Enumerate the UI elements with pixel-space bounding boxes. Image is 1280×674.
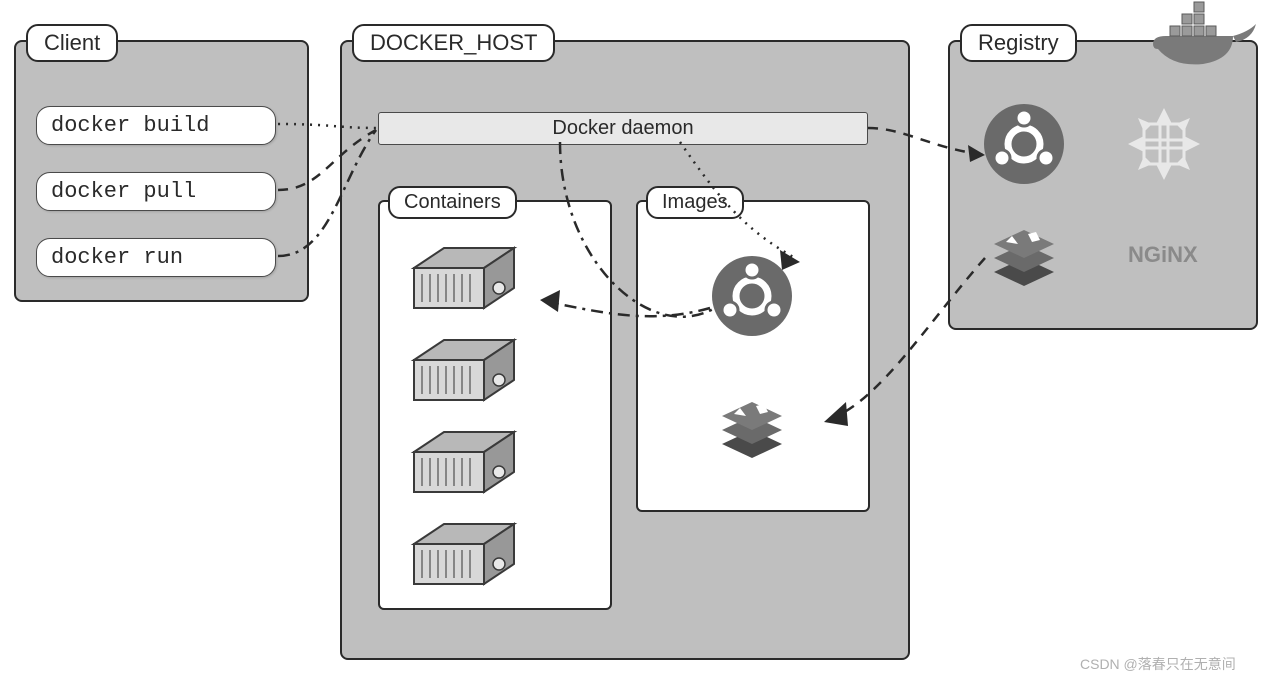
registry-label: Registry	[960, 24, 1077, 62]
client-label: Client	[26, 24, 118, 62]
docker-daemon-box: Docker daemon	[378, 112, 868, 145]
containers-panel: Containers	[378, 200, 612, 610]
images-panel: Images	[636, 200, 870, 512]
docker-build-cmd: docker build	[36, 106, 276, 145]
docker-pull-cmd: docker pull	[36, 172, 276, 211]
images-label: Images	[646, 186, 744, 219]
docker-host-label: DOCKER_HOST	[352, 24, 555, 62]
containers-label: Containers	[388, 186, 517, 219]
registry-panel: Registry	[948, 40, 1258, 330]
watermark-text: CSDN @落春只在无意间	[1080, 654, 1236, 674]
docker-run-cmd: docker run	[36, 238, 276, 277]
